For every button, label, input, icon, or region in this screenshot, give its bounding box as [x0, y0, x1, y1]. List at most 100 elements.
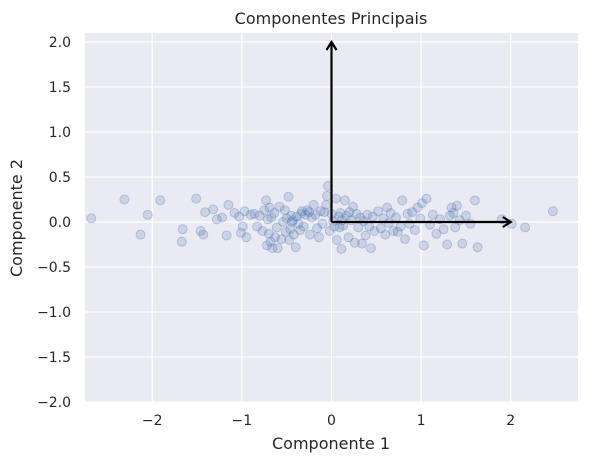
- data-point: [360, 230, 371, 241]
- data-point: [362, 209, 373, 220]
- data-point: [349, 237, 360, 248]
- data-point: [382, 202, 393, 213]
- data-point: [262, 214, 273, 225]
- data-point: [457, 238, 468, 249]
- data-point: [229, 208, 240, 218]
- data-point: [298, 221, 309, 232]
- data-point: [427, 209, 438, 220]
- data-point: [257, 226, 268, 236]
- data-point: [283, 191, 294, 202]
- y-tick-label: 0.5: [49, 170, 71, 186]
- data-point: [285, 224, 296, 235]
- data-point: [261, 195, 272, 206]
- y-tick-label: 2.0: [49, 35, 71, 51]
- data-point: [263, 228, 274, 239]
- data-point: [259, 205, 270, 216]
- data-point: [341, 210, 352, 221]
- data-point: [397, 195, 408, 206]
- data-point: [119, 194, 130, 205]
- data-point: [313, 232, 324, 243]
- data-point: [241, 232, 252, 243]
- y-tick-label: −0.5: [37, 260, 71, 276]
- data-point: [155, 195, 166, 206]
- data-point: [438, 224, 449, 235]
- data-point: [336, 244, 347, 254]
- x-tick-label: −1: [232, 413, 253, 429]
- data-point: [465, 218, 476, 229]
- data-point: [417, 198, 428, 209]
- data-point: [391, 212, 402, 223]
- data-point: [380, 229, 391, 240]
- data-point: [265, 236, 276, 247]
- data-point: [284, 235, 295, 245]
- x-tick-label: −2: [142, 413, 163, 429]
- data-point: [448, 208, 459, 218]
- data-point: [270, 232, 281, 243]
- data-point: [300, 209, 311, 220]
- x-tick-label: 0: [327, 413, 336, 429]
- data-point: [418, 240, 429, 251]
- data-point: [400, 234, 411, 245]
- data-point: [245, 209, 256, 220]
- component-arrows: [325, 39, 513, 228]
- data-point: [86, 213, 97, 224]
- data-point: [135, 229, 146, 240]
- data-point: [335, 208, 346, 218]
- data-point: [290, 242, 301, 253]
- data-point: [421, 193, 432, 204]
- data-point: [266, 212, 277, 223]
- data-point: [348, 201, 359, 212]
- data-point: [395, 221, 406, 232]
- data-point: [402, 208, 413, 219]
- y-tick-label: 0.0: [49, 215, 71, 231]
- data-point: [177, 224, 188, 235]
- data-point: [295, 225, 306, 236]
- data-point: [317, 218, 328, 229]
- data-point: [302, 205, 313, 216]
- data-point: [304, 207, 315, 218]
- x-tick-label: 2: [506, 413, 515, 429]
- data-point: [254, 210, 265, 221]
- data-point: [276, 234, 287, 245]
- data-point: [278, 217, 289, 227]
- data-point: [469, 195, 480, 206]
- y-tick-label: −2.0: [37, 395, 71, 411]
- x-axis-label: Componente 1: [272, 434, 390, 453]
- data-point: [460, 210, 471, 221]
- data-point: [321, 199, 332, 210]
- data-point: [264, 202, 275, 213]
- y-tick-label: 1.5: [49, 80, 71, 96]
- y-tick-label: −1.0: [37, 305, 71, 321]
- data-point: [392, 226, 403, 237]
- data-point: [296, 206, 307, 217]
- data-point: [237, 221, 248, 232]
- data-point: [239, 206, 250, 217]
- data-point: [293, 218, 304, 229]
- y-tick-label: 1.0: [49, 125, 71, 141]
- data-point: [281, 213, 292, 224]
- data-point: [324, 226, 335, 236]
- data-point: [365, 243, 376, 254]
- data-point: [356, 238, 367, 249]
- data-point: [344, 207, 355, 218]
- data-point: [343, 232, 354, 243]
- data-point: [308, 199, 319, 210]
- chart-title: Componentes Principais: [235, 9, 428, 28]
- arrow-head: [325, 39, 338, 51]
- data-point: [547, 206, 558, 217]
- data-point: [304, 229, 315, 240]
- data-point: [339, 195, 350, 206]
- data-point: [375, 223, 386, 234]
- data-point: [221, 230, 232, 241]
- data-point: [446, 202, 457, 213]
- data-point: [200, 207, 211, 218]
- data-point: [269, 208, 280, 218]
- data-point: [315, 206, 326, 217]
- data-point: [223, 199, 234, 210]
- component-arrow: [325, 39, 338, 222]
- data-point: [249, 208, 260, 219]
- data-point: [520, 222, 531, 233]
- data-point: [208, 204, 219, 215]
- component-arrow: [331, 216, 513, 228]
- data-point: [388, 226, 399, 236]
